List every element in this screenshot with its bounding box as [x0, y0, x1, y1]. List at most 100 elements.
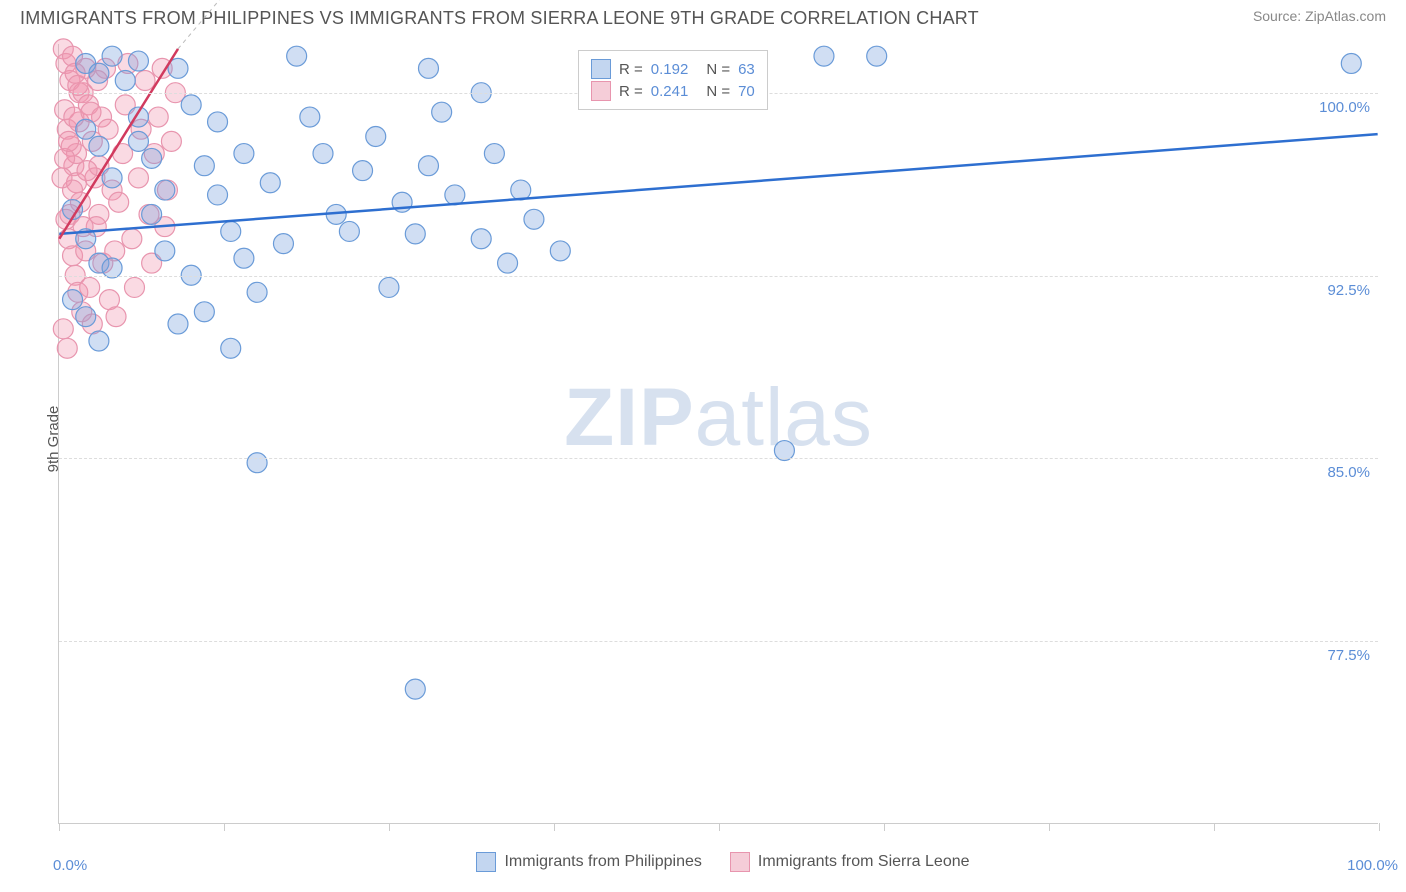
legend-r-value: 0.241	[651, 83, 689, 100]
data-point	[432, 102, 452, 122]
data-point	[181, 95, 201, 115]
data-point	[168, 314, 188, 334]
data-point	[353, 161, 373, 181]
chart-container: 9th Grade ZIPatlas 77.5%85.0%92.5%100.0%…	[58, 44, 1388, 834]
x-tick	[224, 823, 225, 831]
data-point	[313, 144, 333, 164]
data-point	[128, 51, 148, 71]
data-point	[80, 277, 100, 297]
data-point	[194, 302, 214, 322]
data-point	[125, 277, 145, 297]
data-point	[128, 168, 148, 188]
legend-swatch	[476, 852, 496, 872]
data-point	[221, 338, 241, 358]
legend-stats: R = 0.192N = 63R = 0.241N = 70	[578, 50, 768, 110]
data-point	[106, 307, 126, 327]
data-point	[484, 144, 504, 164]
data-point	[247, 282, 267, 302]
data-point	[208, 112, 228, 132]
gridline	[59, 458, 1378, 459]
data-point	[418, 156, 438, 176]
plot-area: ZIPatlas 77.5%85.0%92.5%100.0%	[58, 44, 1378, 824]
legend-r-label: R =	[619, 83, 643, 100]
data-point	[208, 185, 228, 205]
data-point	[89, 63, 109, 83]
legend-r-value: 0.192	[651, 61, 689, 78]
data-point	[867, 46, 887, 66]
data-point	[194, 156, 214, 176]
data-point	[109, 192, 129, 212]
data-point	[405, 224, 425, 244]
x-tick	[1379, 823, 1380, 831]
data-point	[59, 131, 79, 151]
data-point	[128, 131, 148, 151]
x-tick	[59, 823, 60, 831]
legend-stat-row: R = 0.192 N = 63	[591, 59, 755, 79]
data-point	[122, 229, 142, 249]
data-point	[102, 46, 122, 66]
legend-series-label: Immigrants from Philippines	[504, 853, 701, 871]
gridline	[59, 641, 1378, 642]
data-point	[148, 107, 168, 127]
data-point	[1341, 53, 1361, 73]
data-point	[53, 319, 73, 339]
legend-n-label: N =	[706, 61, 730, 78]
data-point	[247, 453, 267, 473]
data-point	[339, 221, 359, 241]
legend-swatch	[591, 81, 611, 101]
data-point	[498, 253, 518, 273]
data-point	[524, 209, 544, 229]
legend-r-label: R =	[619, 61, 643, 78]
data-point	[234, 248, 254, 268]
data-point	[63, 290, 83, 310]
legend-swatch	[730, 852, 750, 872]
data-point	[89, 136, 109, 156]
data-point	[57, 338, 77, 358]
scatter-svg	[59, 44, 1378, 823]
data-point	[260, 173, 280, 193]
x-tick	[1049, 823, 1050, 831]
x-tick	[1214, 823, 1215, 831]
chart-title: IMMIGRANTS FROM PHILIPPINES VS IMMIGRANT…	[20, 8, 979, 29]
data-point	[52, 168, 72, 188]
data-point	[234, 144, 254, 164]
legend-series-item: Immigrants from Sierra Leone	[730, 852, 970, 872]
data-point	[550, 241, 570, 261]
data-point	[155, 241, 175, 261]
data-point	[511, 180, 531, 200]
data-point	[405, 679, 425, 699]
x-axis-min-label: 0.0%	[53, 857, 87, 874]
data-point	[814, 46, 834, 66]
y-tick-label: 77.5%	[1327, 647, 1370, 664]
x-tick	[554, 823, 555, 831]
data-point	[379, 277, 399, 297]
data-point	[273, 234, 293, 254]
header: IMMIGRANTS FROM PHILIPPINES VS IMMIGRANT…	[0, 0, 1406, 37]
source-label: Source: ZipAtlas.com	[1253, 8, 1386, 24]
legend-stat-row: R = 0.241N = 70	[591, 81, 755, 101]
data-point	[155, 180, 175, 200]
data-point	[221, 221, 241, 241]
legend-n-value: 63	[738, 61, 755, 78]
data-point	[76, 307, 96, 327]
trend-line	[59, 134, 1377, 234]
data-point	[161, 131, 181, 151]
legend-swatch	[591, 59, 611, 79]
data-point	[102, 168, 122, 188]
x-tick	[719, 823, 720, 831]
y-tick-label: 85.0%	[1327, 464, 1370, 481]
x-tick	[389, 823, 390, 831]
data-point	[366, 127, 386, 147]
data-point	[471, 229, 491, 249]
data-point	[287, 46, 307, 66]
data-point	[115, 71, 135, 91]
legend-series-item: Immigrants from Philippines	[476, 852, 701, 872]
legend-n-label: N =	[706, 83, 730, 100]
data-point	[135, 71, 155, 91]
data-point	[89, 331, 109, 351]
data-point	[76, 119, 96, 139]
y-tick-label: 92.5%	[1327, 282, 1370, 299]
legend-series: 0.0% 100.0% Immigrants from PhilippinesI…	[58, 852, 1388, 872]
data-point	[445, 185, 465, 205]
y-tick-label: 100.0%	[1319, 99, 1370, 116]
